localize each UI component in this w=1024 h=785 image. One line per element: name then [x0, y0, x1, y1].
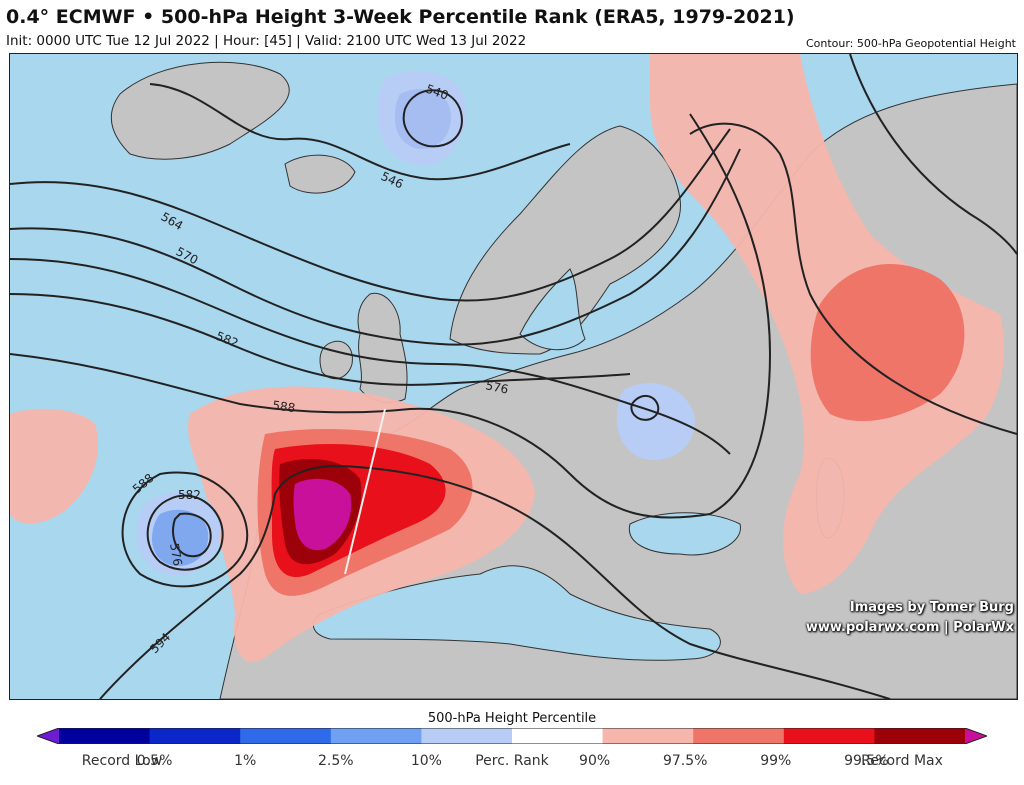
map-panel: 540 546 564 570 582 588 576 588 582 576 … — [9, 53, 1018, 700]
map-canvas: 540 546 564 570 582 588 576 588 582 576 … — [10, 54, 1017, 699]
negative-anomalies — [136, 70, 695, 576]
colorbar-tick-label: 1% — [234, 753, 257, 769]
colorbar-tick-label: 0.5% — [136, 753, 173, 769]
anomaly-25-azores-low — [152, 509, 209, 566]
land-iceland — [284, 154, 356, 194]
anomaly-90-atlantic — [10, 408, 99, 524]
colorbar-tick-label: Record Max — [861, 753, 943, 769]
colorbar-segment — [421, 728, 513, 744]
colorbar-tick-label: 99% — [760, 753, 792, 769]
contour-label: 582 — [178, 488, 201, 502]
contour-far-east — [849, 54, 1017, 255]
chart-title: 0.4° ECMWF • 500-hPa Height 3-Week Perce… — [6, 6, 795, 28]
colorbar-segment — [512, 728, 604, 744]
colorbar-segment — [783, 728, 875, 744]
land-greenland — [110, 61, 290, 160]
colorbar-segment — [240, 728, 332, 744]
colorbar-tick-label: Record Low — [81, 753, 163, 769]
contour-588-south — [121, 471, 249, 588]
contour-label: 588 — [272, 398, 297, 415]
chart-subtitle: Init: 0000 UTC Tue 12 Jul 2022 | Hour: [… — [6, 33, 527, 49]
sea-mediterranean — [312, 565, 721, 661]
contour-576-low — [172, 512, 212, 558]
contour-540 — [402, 89, 463, 148]
anomaly-max-iberia — [293, 478, 352, 551]
colorbar — [37, 728, 987, 744]
contour-note: Contour: 500-hPa Geopotential Height — [805, 37, 1016, 50]
sea-baltic — [519, 268, 586, 351]
sea-black — [628, 512, 741, 556]
contour-576 — [10, 258, 731, 455]
contour-588-north — [10, 113, 772, 519]
colorbar-segment — [149, 728, 241, 744]
colorbar-tick-label: Perc. Rank — [475, 753, 549, 769]
contour-564 — [10, 128, 731, 302]
anomaly-975-russia — [810, 264, 965, 422]
colorbar-segment — [874, 728, 966, 744]
contour-570 — [10, 148, 741, 346]
colorbar-tick-label: 90% — [579, 753, 611, 769]
positive-anomalies — [10, 54, 1004, 662]
credit-author: Images by Tomer Burg — [849, 600, 1014, 615]
colorbar-segment — [693, 728, 785, 744]
colorbar-segment — [330, 728, 422, 744]
height-contours — [10, 54, 1017, 699]
colorbar-segment — [602, 728, 694, 744]
contour-582 — [10, 293, 631, 386]
colorbar-tick-label: 97.5% — [662, 753, 708, 769]
contour-east — [689, 122, 1017, 435]
anomaly-10-black-sea — [616, 383, 695, 460]
colorbar-segment-record-max — [965, 728, 987, 744]
contour-582-low — [146, 494, 224, 571]
contour-546 — [149, 83, 571, 181]
land-ireland — [319, 340, 353, 380]
contour-label: 576 — [167, 542, 185, 567]
contour-594 — [99, 464, 891, 699]
colorbar-title: 500-hPa Height Percentile — [427, 711, 597, 726]
credit-website: www.polarwx.com | PolarWx — [805, 620, 1014, 635]
data-seam-line — [344, 408, 386, 575]
contour-label: 576 — [484, 378, 509, 396]
colorbar-tick-label: 2.5% — [318, 753, 354, 769]
colorbar-segment-record-low — [37, 728, 59, 744]
colorbar-tick-label: 99.5% — [844, 753, 889, 769]
colorbar-tick-label: 10% — [410, 753, 442, 769]
contour-black-sea-low — [630, 395, 660, 421]
colorbar-segment — [59, 728, 151, 744]
